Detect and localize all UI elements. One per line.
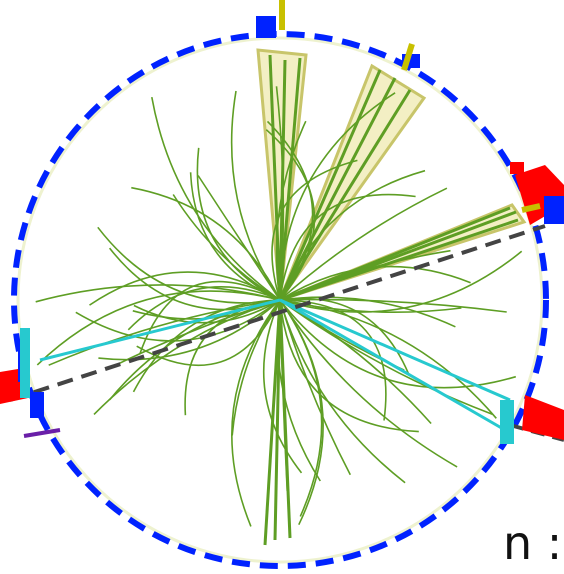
jet-track-bundles [263,54,519,546]
track [75,299,281,342]
track [279,299,324,526]
track [97,226,281,304]
track [279,193,416,301]
track [127,286,281,331]
track [279,250,523,313]
caption-text: n : [503,516,563,570]
track [230,90,281,301]
calorimeter-blue-segments [11,31,549,569]
track [275,120,307,301]
track [279,299,419,433]
lepton-tracks [39,298,511,432]
cyan-hits [20,328,514,444]
missing-et-line [9,224,546,402]
track [172,194,281,301]
track [36,290,281,366]
track [89,271,281,306]
track [151,96,281,301]
track [265,129,316,301]
detector-ring [16,36,544,564]
track [231,299,281,527]
track [48,299,281,366]
track [279,297,410,375]
track [279,187,448,301]
track [279,299,458,468]
track [93,299,281,415]
track [279,265,471,301]
track [98,299,281,361]
muon-stubs [279,0,541,213]
purple-stub [23,428,61,438]
track [279,298,507,313]
track [279,299,406,484]
track [263,299,303,474]
track [231,299,281,436]
